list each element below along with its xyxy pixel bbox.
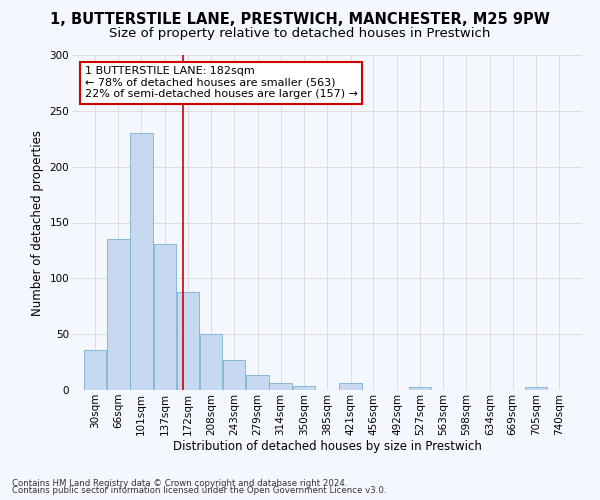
Text: 1, BUTTERSTILE LANE, PRESTWICH, MANCHESTER, M25 9PW: 1, BUTTERSTILE LANE, PRESTWICH, MANCHEST… [50, 12, 550, 28]
Bar [176, 292, 199, 390]
Bar [130, 133, 152, 390]
Text: Contains public sector information licensed under the Open Government Licence v3: Contains public sector information licen… [12, 486, 386, 495]
Bar [83, 350, 106, 390]
Bar [409, 386, 431, 390]
Text: Size of property relative to detached houses in Prestwich: Size of property relative to detached ho… [109, 28, 491, 40]
Text: 1 BUTTERSTILE LANE: 182sqm
← 78% of detached houses are smaller (563)
22% of sem: 1 BUTTERSTILE LANE: 182sqm ← 78% of deta… [85, 66, 358, 100]
Y-axis label: Number of detached properties: Number of detached properties [31, 130, 44, 316]
Bar [223, 360, 245, 390]
Bar [269, 384, 292, 390]
Bar [293, 386, 316, 390]
X-axis label: Distribution of detached houses by size in Prestwich: Distribution of detached houses by size … [173, 440, 481, 454]
Bar [340, 384, 362, 390]
Bar [200, 334, 223, 390]
Bar [247, 376, 269, 390]
Bar [107, 240, 130, 390]
Bar [154, 244, 176, 390]
Bar [525, 386, 547, 390]
Text: Contains HM Land Registry data © Crown copyright and database right 2024.: Contains HM Land Registry data © Crown c… [12, 478, 347, 488]
